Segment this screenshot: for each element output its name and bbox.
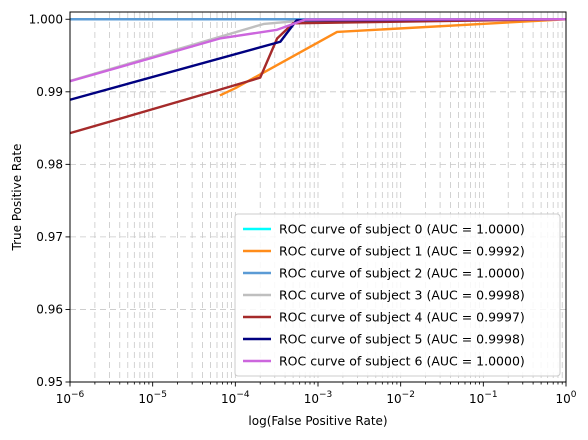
x-tick-label: 10−3 — [304, 390, 333, 406]
series-lines — [69, 18, 567, 135]
series-line-subject-4 — [69, 18, 567, 135]
legend-label-subject-3: ROC curve of subject 3 (AUC = 0.9998) — [279, 288, 525, 303]
x-axis-ticks: 10−6 10−5 10−4 10−3 10−2 10−1 100 — [56, 382, 577, 406]
series-line-subject-1 — [219, 18, 567, 97]
y-tick-label: 0.97 — [36, 230, 63, 244]
legend-label-subject-6: ROC curve of subject 6 (AUC = 1.0000) — [279, 354, 525, 369]
y-axis-ticks: 0.95 0.96 0.97 0.98 0.99 1.000 — [29, 12, 70, 389]
x-tick-label: 10−1 — [469, 390, 498, 406]
y-tick-label: 0.98 — [36, 158, 63, 172]
y-tick-label: 0.99 — [36, 85, 63, 99]
y-tick-label: 0.96 — [36, 303, 63, 317]
x-tick-label: 10−5 — [138, 390, 167, 406]
legend: ROC curve of subject 0 (AUC = 1.0000) ROC… — [234, 213, 561, 377]
legend-box — [234, 213, 561, 377]
grid — [69, 12, 567, 383]
legend-label-subject-2: ROC curve of subject 2 (AUC = 1.0000) — [279, 266, 525, 281]
legend-label-subject-4: ROC curve of subject 4 (AUC = 0.9997) — [279, 310, 525, 325]
y-axis-label: True Positive Rate — [10, 144, 24, 252]
x-tick-label: 100 — [555, 390, 576, 406]
series-line-subject-6 — [69, 18, 567, 83]
y-tick-label: 1.000 — [29, 12, 63, 26]
legend-label-subject-0: ROC curve of subject 0 (AUC = 1.0000) — [279, 222, 525, 237]
x-tick-label: 10−6 — [56, 390, 85, 406]
legend-label-subject-5: ROC curve of subject 5 (AUC = 0.9998) — [279, 332, 525, 347]
y-tick-label: 0.95 — [36, 375, 63, 389]
x-tick-label: 10−4 — [221, 390, 250, 406]
legend-label-subject-1: ROC curve of subject 1 (AUC = 0.9992) — [279, 244, 525, 259]
x-axis-label: log(False Positive Rate) — [248, 414, 387, 428]
x-tick-label: 10−2 — [386, 390, 415, 406]
